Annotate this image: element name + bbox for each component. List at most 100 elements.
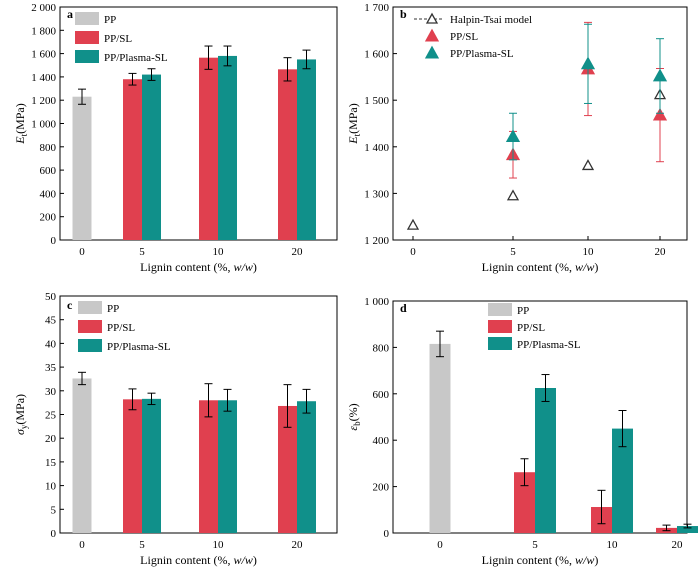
x-axis-label-em: w/w [233, 553, 252, 567]
y-axis-label-unit: (MPa) [346, 103, 360, 134]
x-tick-label: 0 [79, 246, 85, 258]
x-axis-label-pre: Lignin content (%, [482, 553, 575, 567]
x-axis-label-pre: Lignin content (%, [140, 260, 233, 274]
x-tick-label: 10 [213, 246, 225, 258]
y-tick-label: 25 [45, 410, 57, 422]
x-axis-label-post: ) [594, 553, 598, 567]
model-point-0 [406, 218, 420, 230]
y-tick-label: 1 000 [31, 119, 56, 131]
x-axis-label-em: w/w [233, 260, 252, 274]
y-tick-label: 2 000 [31, 2, 56, 14]
chart-panel-d: 0 200 400 600 800 1 000 0 5 10 20 Lignin content (… [346, 296, 698, 567]
y-axis-label-sub: b [352, 421, 362, 426]
x-axis-label-post: ) [253, 553, 257, 567]
legend-swatch [75, 31, 99, 44]
y-tick-label: 200 [373, 482, 390, 494]
bar-pp-sl-5 [123, 399, 142, 533]
y-axis-label-unit: (MPa) [13, 103, 27, 134]
x-tick-label: 0 [410, 246, 416, 258]
model-line [413, 95, 660, 225]
bar-pp-plasma-sl-5 [142, 398, 161, 533]
x-axis-label: Lignin content (%, w/w) [482, 553, 599, 567]
y-tick-label: 35 [45, 362, 57, 374]
legend-marker [425, 12, 439, 24]
legend-entry: PP/Plasma-SL [517, 339, 581, 351]
y-axis-label-sub: t [352, 133, 362, 136]
legend-swatch [78, 320, 102, 333]
y-axis-label: σy(MPa) [13, 394, 29, 435]
x-tick-label: 0 [79, 539, 85, 551]
x-tick-label: 5 [139, 246, 145, 258]
legend-entry: PP/SL [107, 322, 135, 334]
y-axis-label-main: σ [13, 428, 27, 435]
y-tick-label: 1 800 [31, 25, 56, 37]
x-axis-label-em: w/w [575, 260, 594, 274]
y-tick-label: 1 600 [364, 49, 389, 61]
y-tick-label: 0 [384, 528, 390, 540]
bar-pp-0 [72, 378, 92, 533]
legend-entry: PP [517, 305, 529, 317]
legend-entry: PP/SL [517, 322, 545, 334]
y-tick-label: 1 200 [364, 235, 389, 247]
y-tick-label: 5 [51, 504, 57, 516]
x-tick-label: 0 [437, 539, 443, 551]
point-pp-plasma-sl-5 [505, 129, 521, 142]
y-tick-label: 1 000 [364, 296, 389, 308]
chart-panel-b: 1 200 1 300 1 400 1 500 1 600 1 700 0 5 10 20 Lign… [346, 2, 688, 274]
y-axis-label-main: E [346, 136, 360, 145]
x-tick-label: 5 [532, 539, 538, 551]
y-tick-label: 1 400 [31, 72, 56, 84]
y-tick-label: 1 500 [364, 95, 389, 107]
x-tick-label: 10 [213, 539, 225, 551]
bar-pp-sl-5 [123, 79, 142, 240]
y-tick-label: 400 [40, 188, 57, 200]
bar-pp-0 [429, 343, 451, 533]
x-axis-label-post: ) [594, 260, 598, 274]
y-tick-label: 45 [45, 315, 57, 327]
y-tick-label: 800 [373, 342, 390, 354]
x-tick-label: 5 [510, 246, 516, 258]
panel-label: c [67, 298, 73, 312]
x-axis-label: Lignin content (%, w/w) [140, 260, 257, 274]
bar-pp-plasma-sl-5 [142, 74, 161, 240]
bar-pp-plasma-sl-10 [218, 400, 237, 533]
point-pp-sl-20 [652, 107, 668, 121]
legend-entry: PP/Plasma-SL [107, 341, 171, 353]
bar-pp-plasma-sl-10 [612, 428, 633, 533]
y-tick-label: 600 [373, 389, 390, 401]
x-axis-label: Lignin content (%, w/w) [140, 553, 257, 567]
point-pp-plasma-sl-20 [652, 68, 668, 82]
y-tick-label: 40 [45, 338, 57, 350]
y-tick-label: 400 [373, 435, 390, 447]
legend-swatch [78, 301, 102, 314]
legend-entry: PP/Plasma-SL [450, 48, 514, 60]
y-axis-label-unit: (%) [346, 403, 360, 421]
y-axis-label-main: E [13, 136, 27, 145]
y-axis-label-sub: y [19, 424, 29, 429]
bar-pp-plasma-sl-20 [297, 59, 316, 240]
bar-pp-sl-20 [278, 69, 297, 240]
legend-entry: Halpin-Tsai model [450, 14, 532, 26]
y-tick-label: 600 [40, 165, 57, 177]
x-tick-label: 20 [292, 246, 304, 258]
x-tick-label: 10 [583, 246, 595, 258]
y-tick-label: 1 300 [364, 188, 389, 200]
legend-swatch [78, 339, 102, 352]
bar-pp-0 [72, 96, 92, 240]
bar-pp-plasma-sl-20 [677, 526, 698, 533]
bar-pp-plasma-sl-20 [297, 401, 316, 533]
y-tick-label: 1 600 [31, 49, 56, 61]
point-pp-plasma-sl-10 [580, 56, 596, 70]
y-tick-label: 10 [45, 481, 57, 493]
y-tick-label: 0 [51, 235, 57, 247]
x-axis-label-pre: Lignin content (%, [482, 260, 575, 274]
bar-pp-sl-10 [199, 400, 218, 533]
x-axis-label-pre: Lignin content (%, [140, 553, 233, 567]
y-tick-label: 30 [45, 386, 57, 398]
y-axis-label: Et(MPa) [346, 103, 362, 145]
x-axis-label-em: w/w [575, 553, 594, 567]
x-tick-label: 20 [292, 539, 304, 551]
y-tick-label: 800 [40, 142, 57, 154]
